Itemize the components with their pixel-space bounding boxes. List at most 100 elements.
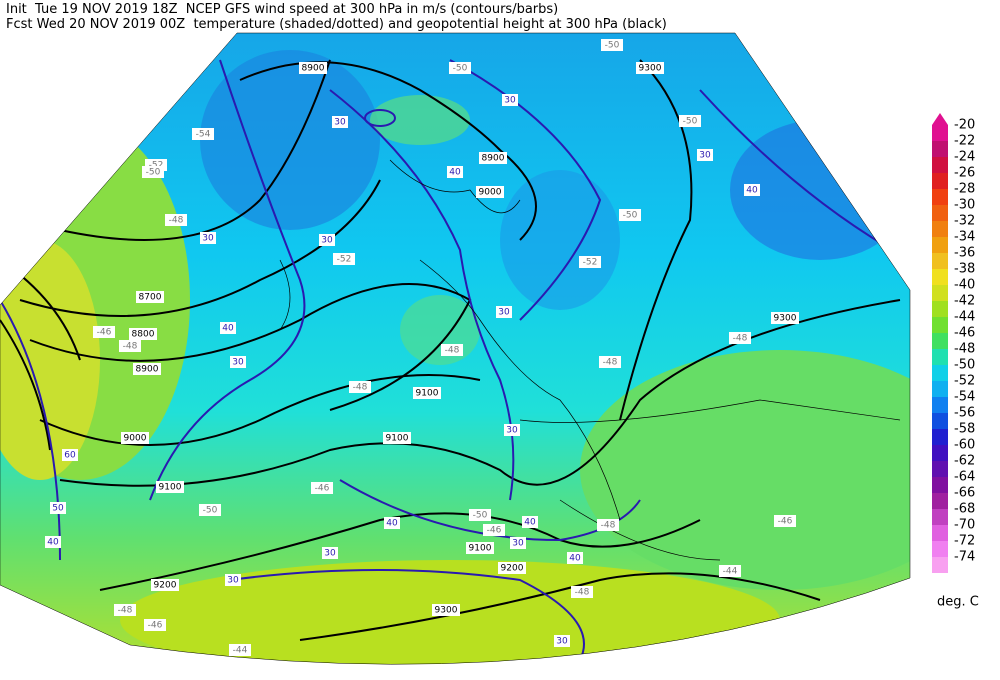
label-box bbox=[384, 517, 400, 529]
label-box bbox=[229, 644, 251, 656]
label-box bbox=[498, 562, 526, 574]
label-box bbox=[383, 432, 411, 444]
label-box bbox=[319, 234, 335, 246]
colorbar-swatch bbox=[932, 461, 948, 477]
wind-label: 50 bbox=[52, 504, 64, 514]
temperature-label: -48 bbox=[123, 342, 138, 352]
colorbar-swatch bbox=[932, 541, 948, 557]
temperature-label: -44 bbox=[233, 646, 248, 656]
temperature-label: -48 bbox=[733, 334, 748, 344]
wind-label: 40 bbox=[222, 324, 234, 334]
temperature-label: -50 bbox=[146, 168, 161, 178]
colorbar-swatch bbox=[932, 365, 948, 381]
label-box bbox=[466, 542, 494, 554]
colorbar-swatch bbox=[932, 413, 948, 429]
colorbar-swatch bbox=[932, 557, 948, 573]
temperature-label: -46 bbox=[97, 328, 112, 338]
colorbar-swatch bbox=[932, 301, 948, 317]
colorbar-label: -52 bbox=[954, 374, 975, 389]
label-box bbox=[496, 306, 512, 318]
label-box bbox=[679, 115, 701, 127]
temperature-label: -46 bbox=[778, 517, 793, 527]
wind-label: 30 bbox=[321, 236, 333, 246]
temperature-label: -46 bbox=[487, 526, 502, 536]
temperature-label: -44 bbox=[723, 567, 738, 577]
label-box bbox=[719, 565, 741, 577]
label-box bbox=[771, 312, 799, 324]
temperature-label: -48 bbox=[169, 216, 184, 226]
label-box bbox=[510, 537, 526, 549]
wind-label: 40 bbox=[386, 519, 398, 529]
label-box bbox=[322, 547, 338, 559]
colorbar-label: -24 bbox=[954, 150, 975, 165]
colorbar-swatch bbox=[932, 141, 948, 157]
label-box bbox=[119, 340, 141, 352]
colorbar-label: -54 bbox=[954, 390, 975, 405]
coastlines bbox=[279, 159, 901, 561]
colorbar-label: -62 bbox=[954, 454, 975, 469]
label-box bbox=[200, 232, 216, 244]
colorbar-label: -66 bbox=[954, 486, 975, 501]
label-box bbox=[311, 482, 333, 494]
label-box bbox=[636, 62, 664, 74]
label-box bbox=[483, 524, 505, 536]
colorbar-label: -30 bbox=[954, 198, 975, 213]
colorbar-label: -50 bbox=[954, 358, 975, 373]
label-box bbox=[744, 184, 760, 196]
colorbar-swatch bbox=[932, 237, 948, 253]
temperature-label: -52 bbox=[583, 258, 598, 268]
colorbar-swatch bbox=[932, 509, 948, 525]
label-box bbox=[114, 604, 136, 616]
label-box bbox=[619, 209, 641, 221]
label-box bbox=[449, 62, 471, 74]
colorbar-swatch bbox=[932, 253, 948, 269]
colorbar-swatch bbox=[932, 381, 948, 397]
colorbar-label: -32 bbox=[954, 214, 975, 229]
temperature-label: -46 bbox=[148, 621, 163, 631]
colorbar-label: -48 bbox=[954, 342, 975, 357]
temperature-label: -50 bbox=[473, 511, 488, 521]
wind-label: 30 bbox=[334, 118, 346, 128]
label-box bbox=[502, 94, 518, 106]
label-box bbox=[597, 519, 619, 531]
wind-label: 30 bbox=[227, 576, 239, 586]
label-box bbox=[93, 326, 115, 338]
height-label: 8900 bbox=[482, 154, 505, 164]
label-box bbox=[729, 332, 751, 344]
label-box bbox=[333, 253, 355, 265]
colorbar-swatch bbox=[932, 349, 948, 365]
label-box bbox=[220, 322, 236, 334]
temperature-label: -50 bbox=[203, 506, 218, 516]
colorbar-swatch bbox=[932, 429, 948, 445]
colorbar-swatch bbox=[932, 477, 948, 493]
label-box bbox=[476, 186, 504, 198]
colorbar-label: -20 bbox=[954, 118, 975, 133]
wind-label: 40 bbox=[47, 538, 59, 548]
wind-label: 40 bbox=[746, 186, 758, 196]
wind-label: 30 bbox=[512, 539, 524, 549]
temperature-label: -50 bbox=[453, 64, 468, 74]
label-box bbox=[156, 481, 184, 493]
map-area bbox=[0, 33, 910, 665]
temperature-label: -50 bbox=[683, 117, 698, 127]
colorbar-swatch bbox=[932, 269, 948, 285]
label-box bbox=[151, 579, 179, 591]
colorbar-label: -34 bbox=[954, 230, 975, 245]
label-box bbox=[199, 504, 221, 516]
colorbar-swatch bbox=[932, 205, 948, 221]
height-label: 8800 bbox=[132, 330, 155, 340]
wind-label: 30 bbox=[556, 637, 568, 647]
temperature-label: -48 bbox=[118, 606, 133, 616]
colorbar-swatch bbox=[932, 189, 948, 205]
label-box bbox=[144, 619, 166, 631]
colorbar-label: -56 bbox=[954, 406, 975, 421]
colorbar-swatch bbox=[932, 125, 948, 141]
height-label: 9100 bbox=[159, 483, 182, 493]
wind-label: 40 bbox=[524, 518, 536, 528]
label-box bbox=[571, 586, 593, 598]
label-box bbox=[165, 214, 187, 226]
colorbar-label: -74 bbox=[954, 550, 975, 565]
height-label: 9100 bbox=[416, 389, 439, 399]
temperature-label: -50 bbox=[605, 41, 620, 51]
label-box bbox=[432, 604, 460, 616]
